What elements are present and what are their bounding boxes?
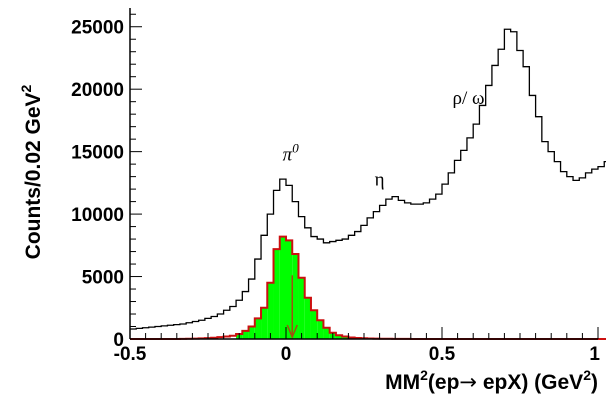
peak-annotation: π0 — [283, 140, 300, 165]
y-tick-label: 25000 — [71, 18, 124, 39]
peak-annotation: ρ/ ω — [453, 88, 485, 109]
pi0-fill-bin — [273, 249, 280, 339]
x-axis-title: MM2(ep→ epX) (GeV2) — [385, 367, 598, 394]
pi0-fill-bin — [279, 236, 286, 339]
y-tick-label: 0 — [113, 330, 124, 351]
pi0-fill-bin — [286, 240, 293, 339]
y-tick-label: 15000 — [71, 143, 124, 164]
marker-arrow-head — [286, 324, 298, 339]
y-tick-label: 5000 — [82, 268, 124, 289]
pi0-fill-bin — [342, 336, 349, 339]
pi0-fill-bin — [248, 326, 255, 339]
pi0-fill-bin — [317, 320, 324, 339]
pi0-fill-bin — [323, 327, 330, 339]
y-axis-title: Counts/0.02 GeV2 — [18, 84, 45, 259]
pi0-fill-bin — [242, 330, 249, 339]
pi0-fit-series — [130, 235, 606, 340]
pi0-fill-bin — [310, 310, 318, 339]
total-counts-series — [130, 28, 606, 330]
x-tick-label: -0.5 — [114, 344, 147, 365]
pi0-fill-bin — [335, 335, 343, 339]
y-tick-label: 20000 — [71, 80, 124, 101]
pi0-fill-bin — [292, 254, 299, 339]
y-tick-label: 10000 — [71, 205, 124, 226]
x-tick-label: 0.5 — [429, 344, 456, 365]
peak-annotation: η — [375, 169, 385, 190]
pi0-fill-bin — [267, 282, 274, 339]
x-tick-label: 0 — [281, 344, 292, 365]
pi0-fill-bin — [298, 277, 305, 339]
x-tick-label: 1 — [589, 344, 600, 365]
pi0-fill-bin — [261, 307, 268, 339]
pi0-fill-bin — [304, 297, 311, 339]
pi0-fill-bin — [254, 318, 262, 339]
